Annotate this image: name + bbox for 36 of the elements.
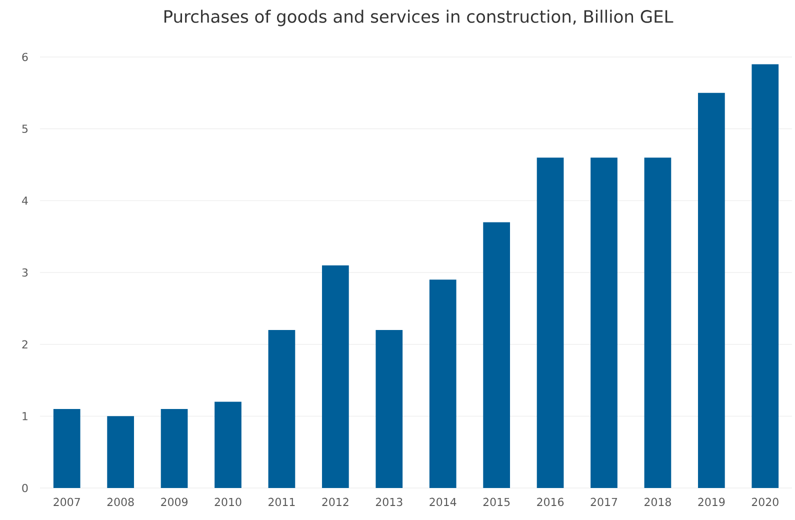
bar [53, 408, 80, 488]
bar [429, 280, 456, 488]
bar [160, 408, 188, 488]
x-tick-label: 2009 [161, 498, 188, 506]
y-tick-label: 6 [22, 52, 28, 62]
y-tick-label: 3 [22, 268, 28, 277]
bar [376, 330, 403, 488]
y-tick-label: 5 [22, 124, 28, 133]
y-tick-label: 4 [22, 196, 28, 205]
bar [483, 222, 510, 488]
bar [752, 64, 779, 488]
x-tick-label: 2011 [268, 498, 295, 506]
bar [214, 402, 242, 488]
x-tick-label: 2008 [107, 498, 134, 506]
x-tick-label: 2017 [590, 498, 618, 506]
x-tick-label: 2010 [214, 498, 242, 506]
bar [644, 158, 672, 488]
bar [536, 158, 564, 488]
chart-title: Purchases of goods and services in construction, Billion GEL [164, 10, 674, 26]
y-tick-label: 1 [22, 412, 28, 420]
y-tick-label: 2 [22, 340, 28, 348]
x-tick-label: 2015 [483, 498, 510, 506]
x-tick-label: 2018 [644, 498, 671, 506]
bar [322, 265, 349, 488]
x-tick-label: 2007 [54, 498, 80, 506]
y-tick-label: 0 [22, 484, 28, 492]
bar [107, 416, 134, 488]
x-tick-label: 2020 [752, 498, 778, 506]
x-tick-label: 2012 [322, 498, 348, 506]
x-tick-label: 2013 [376, 498, 402, 506]
x-tick-label: 2019 [698, 498, 725, 506]
x-tick-label: 2014 [430, 498, 456, 506]
bar [268, 330, 296, 488]
bar [698, 92, 725, 488]
bar [590, 158, 618, 488]
x-tick-label: 2016 [537, 498, 564, 506]
